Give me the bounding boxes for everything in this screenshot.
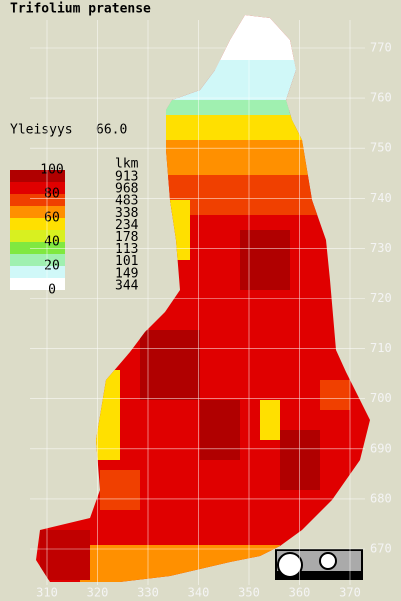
legend-swatch xyxy=(10,194,65,206)
x-axis-label: 310 xyxy=(36,586,58,600)
legend-swatch xyxy=(10,266,65,278)
title: Trifolium pratense xyxy=(10,2,151,17)
legend-swatch xyxy=(10,218,65,230)
frequency-value: 66.0 xyxy=(96,123,127,138)
y-axis-label: 760 xyxy=(370,91,392,105)
y-axis-label: 700 xyxy=(370,391,392,405)
y-axis-label: 710 xyxy=(370,341,392,355)
legend-swatch xyxy=(10,230,65,242)
y-axis-label: 670 xyxy=(370,542,392,556)
legend-count: 483 xyxy=(115,194,138,209)
y-axis-label: 750 xyxy=(370,141,392,155)
cc-badge xyxy=(275,549,363,580)
legend-count: 178 xyxy=(115,230,138,245)
y-axis-label: 730 xyxy=(370,241,392,255)
x-axis-label: 340 xyxy=(188,586,210,600)
y-axis-label: 770 xyxy=(370,41,392,55)
legend-swatch xyxy=(10,242,65,254)
legend-label: 0 xyxy=(48,283,56,298)
x-axis-label: 320 xyxy=(87,586,109,600)
x-axis-label: 370 xyxy=(339,586,361,600)
legend-label: 60 xyxy=(44,211,60,226)
legend-swatch xyxy=(10,206,65,218)
x-axis-label: 330 xyxy=(137,586,159,600)
legend-count: 913 xyxy=(115,170,138,185)
legend-count: 234 xyxy=(115,218,139,233)
legend-swatch xyxy=(10,182,65,194)
y-axis-label: 690 xyxy=(370,441,392,455)
legend-label: 80 xyxy=(44,187,60,202)
legend-label: 100 xyxy=(40,163,63,178)
legend-count: 968 xyxy=(115,182,138,197)
legend-label: 40 xyxy=(44,235,60,250)
legend-swatch xyxy=(10,278,65,290)
frequency-label: Yleisyys xyxy=(10,123,73,138)
x-axis-label: 350 xyxy=(238,586,260,600)
y-axis-label: 680 xyxy=(370,491,392,505)
legend-count: 344 xyxy=(115,278,139,293)
legend-count: 338 xyxy=(115,206,138,221)
y-axis-label: 740 xyxy=(370,191,392,205)
x-axis-label: 360 xyxy=(289,586,311,600)
y-axis-label: 720 xyxy=(370,291,392,305)
legend-count: 149 xyxy=(115,266,138,281)
count-header: lkm xyxy=(115,157,139,172)
legend-swatch xyxy=(10,170,65,182)
legend-swatch xyxy=(10,254,65,266)
legend-count: 101 xyxy=(115,254,138,269)
legend-label: 20 xyxy=(44,259,60,274)
legend-count: 113 xyxy=(115,242,138,257)
